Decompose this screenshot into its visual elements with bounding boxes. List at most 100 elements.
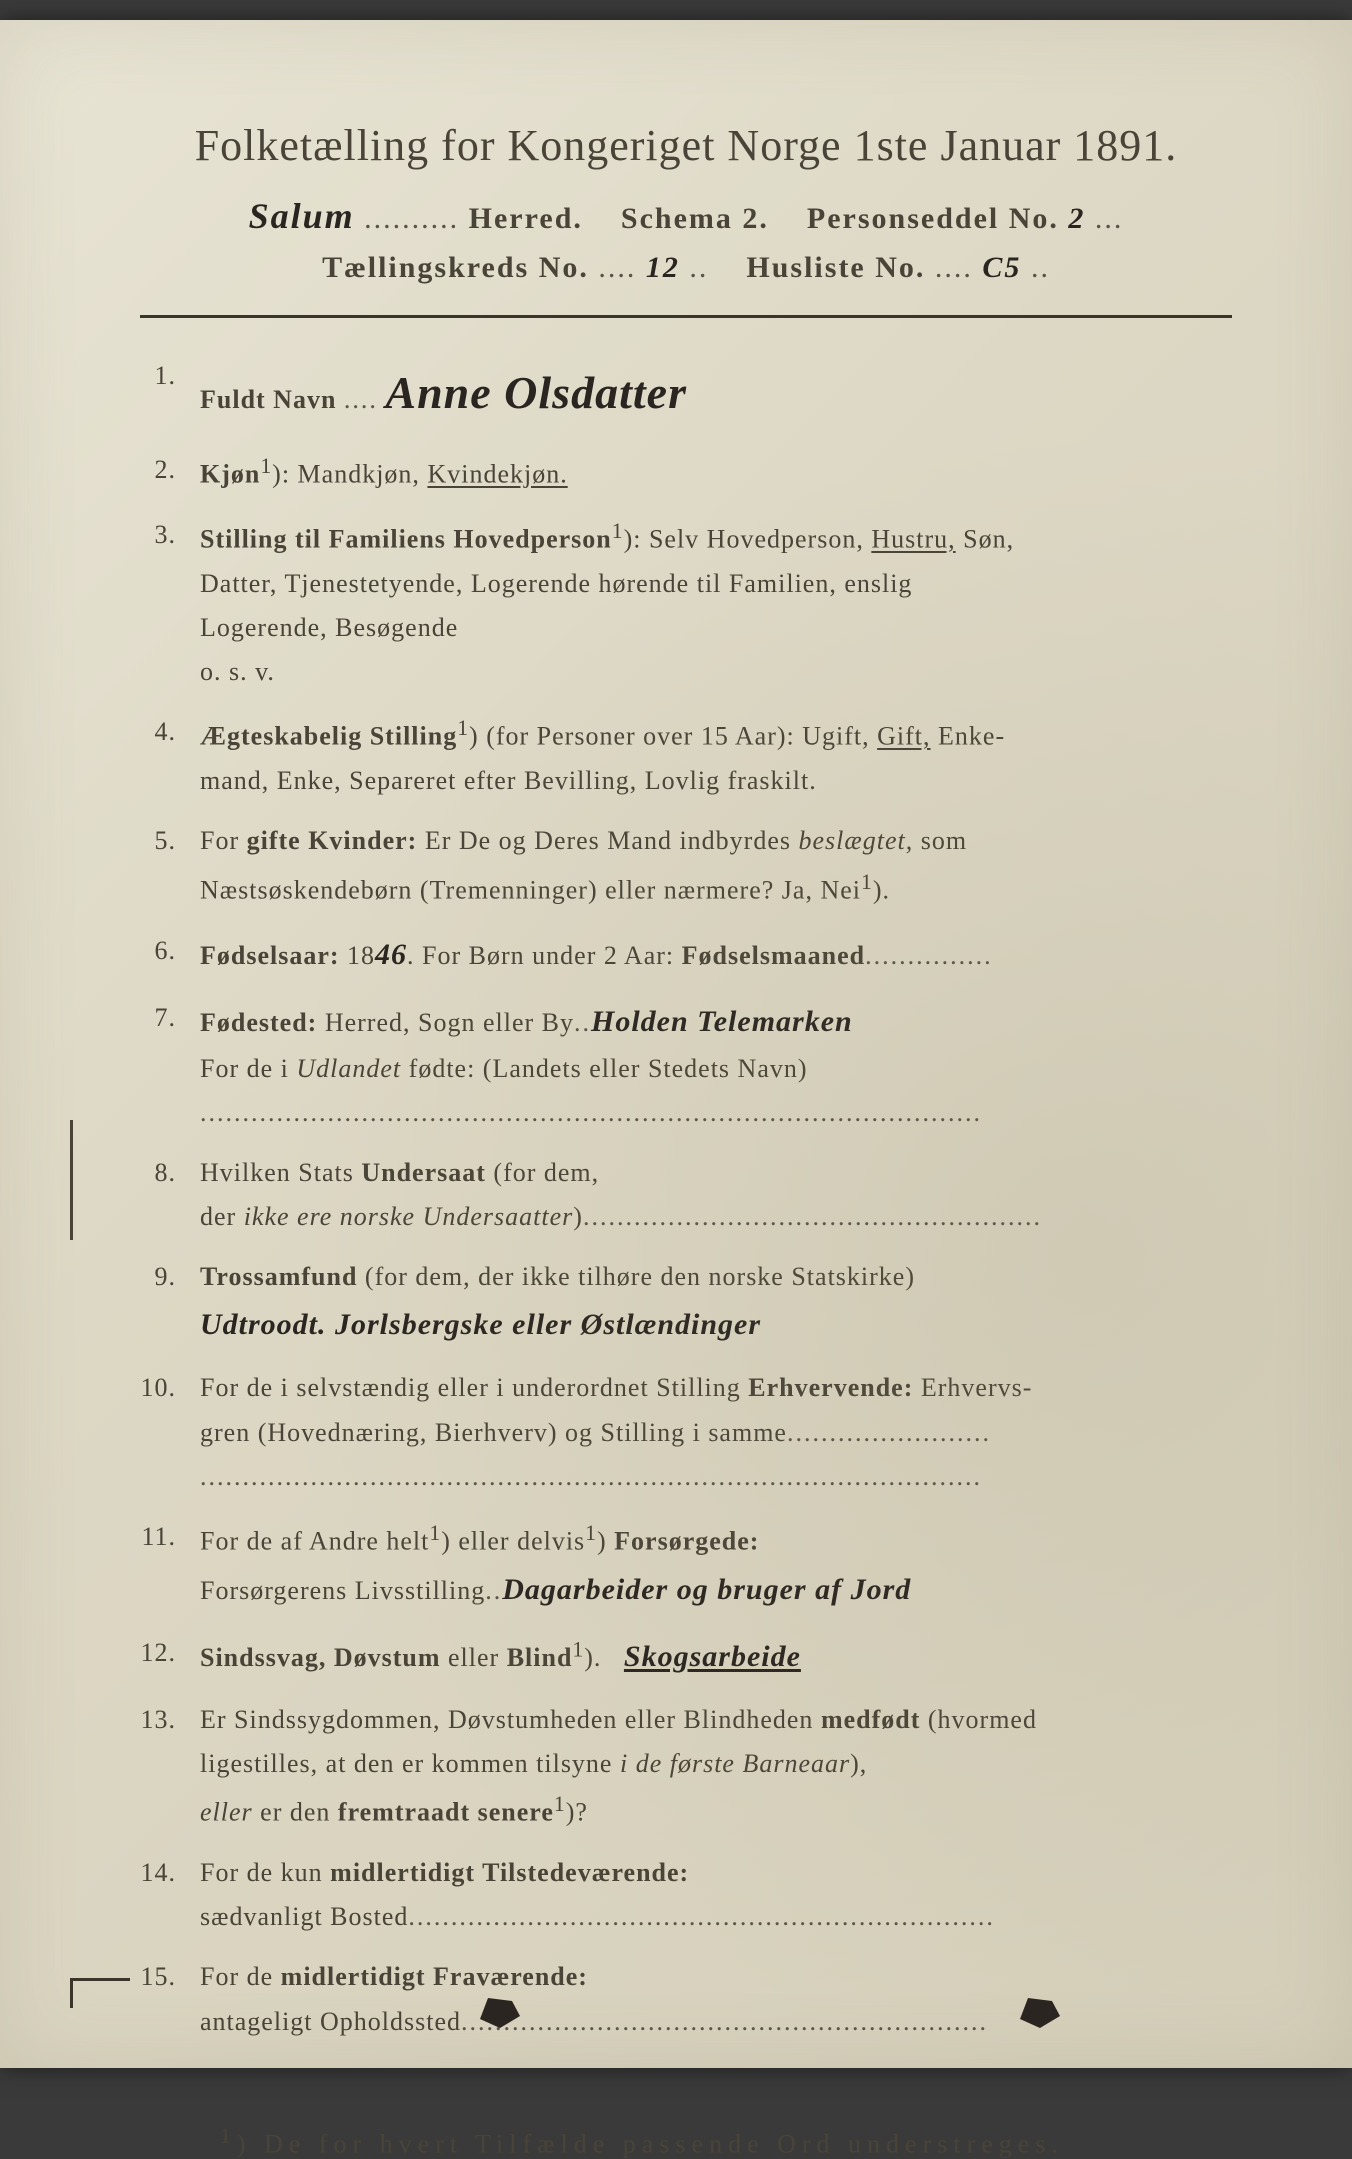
header-block: Folketælling for Kongeriget Norge 1ste J… <box>140 120 1232 285</box>
q6-label: Fødselsaar: <box>200 941 340 970</box>
q10-line2: gren (Hovednæring, Bierhverv) og Stillin… <box>200 1418 787 1447</box>
q11-label: Forsørgede: <box>614 1527 759 1556</box>
q13-ital: i de første Barneaar <box>620 1749 850 1778</box>
corner-mark <box>70 1978 130 2008</box>
q6-text2: . For Børn under 2 Aar: <box>407 941 682 970</box>
item-number: 15. <box>140 1955 200 2043</box>
q5-text1: For <box>200 826 247 855</box>
q12-label2: Blind <box>507 1643 573 1672</box>
dots: ........................................… <box>200 1462 982 1491</box>
q13-text2: (hvormed <box>920 1705 1037 1734</box>
q11-text1: For de af Andre helt <box>200 1527 429 1556</box>
tkreds-no: 12 <box>646 251 680 284</box>
item-number: 12. <box>140 1631 200 1682</box>
divider <box>140 315 1232 318</box>
q9-label: Trossamfund <box>200 1262 357 1291</box>
q5-label: gifte Kvinder: <box>247 826 418 855</box>
item-7: 7. Fødested: Herred, Sogn eller By..Hold… <box>140 996 1232 1135</box>
item-14: 14. For de kun midlertidigt Tilstedevære… <box>140 1851 1232 1939</box>
footnote-sup: 1 <box>220 2124 237 2148</box>
dots: ........................................… <box>461 2007 988 2036</box>
dots: .... <box>935 251 973 284</box>
dots: .. <box>574 1008 591 1037</box>
q15-text: For de <box>200 1962 281 1991</box>
dots: ... <box>1095 202 1124 235</box>
q11-line2: Forsørgerens Livsstilling <box>200 1576 485 1605</box>
item-body: For de af Andre helt1) eller delvis1) Fo… <box>200 1515 1232 1615</box>
q8-line2a: der <box>200 1202 244 1231</box>
item-1: 1. Fuldt Navn .... Anne Olsdatter <box>140 354 1232 432</box>
dots: ........................................… <box>408 1902 995 1931</box>
q8-text1: Hvilken Stats <box>200 1158 361 1187</box>
schema-label: Schema 2. <box>621 202 769 235</box>
q1-label: Fuldt Navn <box>200 385 336 414</box>
q6-pre: 18 <box>340 941 376 970</box>
q11-text2: ) eller delvis <box>441 1527 585 1556</box>
q7-label: Fødested: <box>200 1008 317 1037</box>
item-body: For de midlertidigt Fraværende: antageli… <box>200 1955 1232 2043</box>
q10-text1: For de i selvstændig eller i underordnet… <box>200 1373 748 1402</box>
item-body: For de kun midlertidigt Tilstedeværende:… <box>200 1851 1232 1939</box>
tkreds-label: Tællingskreds No. <box>322 251 589 284</box>
item-15: 15. For de midlertidigt Fraværende: anta… <box>140 1955 1232 2043</box>
husliste-no: C5 <box>982 251 1021 284</box>
q15-label: midlertidigt Fraværende: <box>281 1962 588 1991</box>
item-number: 11. <box>140 1515 200 1615</box>
footnote: 1) De for hvert Tilfælde passende Ord un… <box>140 2124 1232 2159</box>
husliste-label: Husliste No. <box>746 251 925 284</box>
item-6: 6. Fødselsaar: 1846. For Børn under 2 Aa… <box>140 929 1232 980</box>
q10-label: Erhvervende: <box>748 1373 913 1402</box>
dots: ........................ <box>787 1418 991 1447</box>
dots: ........................................… <box>200 1098 982 1127</box>
q13-line2a: ligestilles, at den er kommen tilsyne <box>200 1749 620 1778</box>
q11-text3: ) <box>597 1527 614 1556</box>
item-13: 13. Er Sindssygdommen, Døvstumheden elle… <box>140 1698 1232 1835</box>
q5-text3: som <box>913 826 967 855</box>
q4-text2: Enke- <box>931 722 1006 751</box>
item-body: Sindssvag, Døvstum eller Blind1). Skogsa… <box>200 1631 1232 1682</box>
q3-line2: Datter, Tjenestetyende, Logerende hørend… <box>200 569 912 598</box>
item-number: 8. <box>140 1151 200 1239</box>
dots: .... <box>598 251 636 284</box>
item-11: 11. For de af Andre helt1) eller delvis1… <box>140 1515 1232 1615</box>
main-title: Folketælling for Kongeriget Norge 1ste J… <box>140 120 1232 171</box>
q11-hw: Dagarbeider og bruger af Jord <box>502 1573 911 1606</box>
sup: 1 <box>429 1521 441 1545</box>
header-line-2: Tællingskreds No. .... 12 .. Husliste No… <box>140 251 1232 285</box>
q12-label: Sindssvag, Døvstum <box>200 1643 441 1672</box>
q12-end: ). <box>584 1643 601 1672</box>
q4-label: Ægteskabelig Stilling <box>200 722 457 751</box>
item-body: Fødselsaar: 1846. For Børn under 2 Aar: … <box>200 929 1232 980</box>
dots: .. <box>1031 251 1050 284</box>
item-10: 10. For de i selvstændig eller i underor… <box>140 1366 1232 1499</box>
q5-line2: Næstsøskendebørn (Tremenninger) eller næ… <box>200 875 861 904</box>
sup: 1 <box>585 1521 597 1545</box>
item-body: Stilling til Familiens Hovedperson1): Se… <box>200 513 1232 694</box>
q13-line3b: er den <box>253 1798 338 1827</box>
sup: 1 <box>260 454 272 478</box>
item-number: 6. <box>140 929 200 980</box>
header-line-1: Salum .......... Herred. Schema 2. Perso… <box>140 195 1232 237</box>
q5-end: ). <box>873 875 890 904</box>
q12-text: eller <box>441 1643 507 1672</box>
item-number: 7. <box>140 996 200 1135</box>
q5-text2: Er De og Deres Mand indbyrdes <box>417 826 798 855</box>
item-9: 9. Trossamfund (for dem, der ikke tilhør… <box>140 1255 1232 1350</box>
q9-text: (for dem, der ikke tilhøre den norske St… <box>357 1262 915 1291</box>
q8-label: Undersaat <box>361 1158 486 1187</box>
q5-ital: beslægtet, <box>799 826 914 855</box>
personseddel-label: Personseddel No. <box>807 202 1059 235</box>
sup: 1 <box>554 1792 566 1816</box>
sup: 1 <box>612 519 624 543</box>
item-number: 14. <box>140 1851 200 1939</box>
q12-hw: Skogsarbeide <box>624 1640 801 1673</box>
personseddel-no: 2 <box>1068 202 1085 235</box>
q2-underlined: Kvindekjøn. <box>427 460 567 489</box>
item-number: 13. <box>140 1698 200 1835</box>
q3-line3: Logerende, Besøgende <box>200 613 458 642</box>
item-body: Trossamfund (for dem, der ikke tilhøre d… <box>200 1255 1232 1350</box>
dots: .......... <box>364 202 459 235</box>
item-body: Kjøn1): Mandkjøn, Kvindekjøn. <box>200 448 1232 497</box>
q8-line2b: ) <box>573 1202 583 1231</box>
item-number: 4. <box>140 710 200 803</box>
